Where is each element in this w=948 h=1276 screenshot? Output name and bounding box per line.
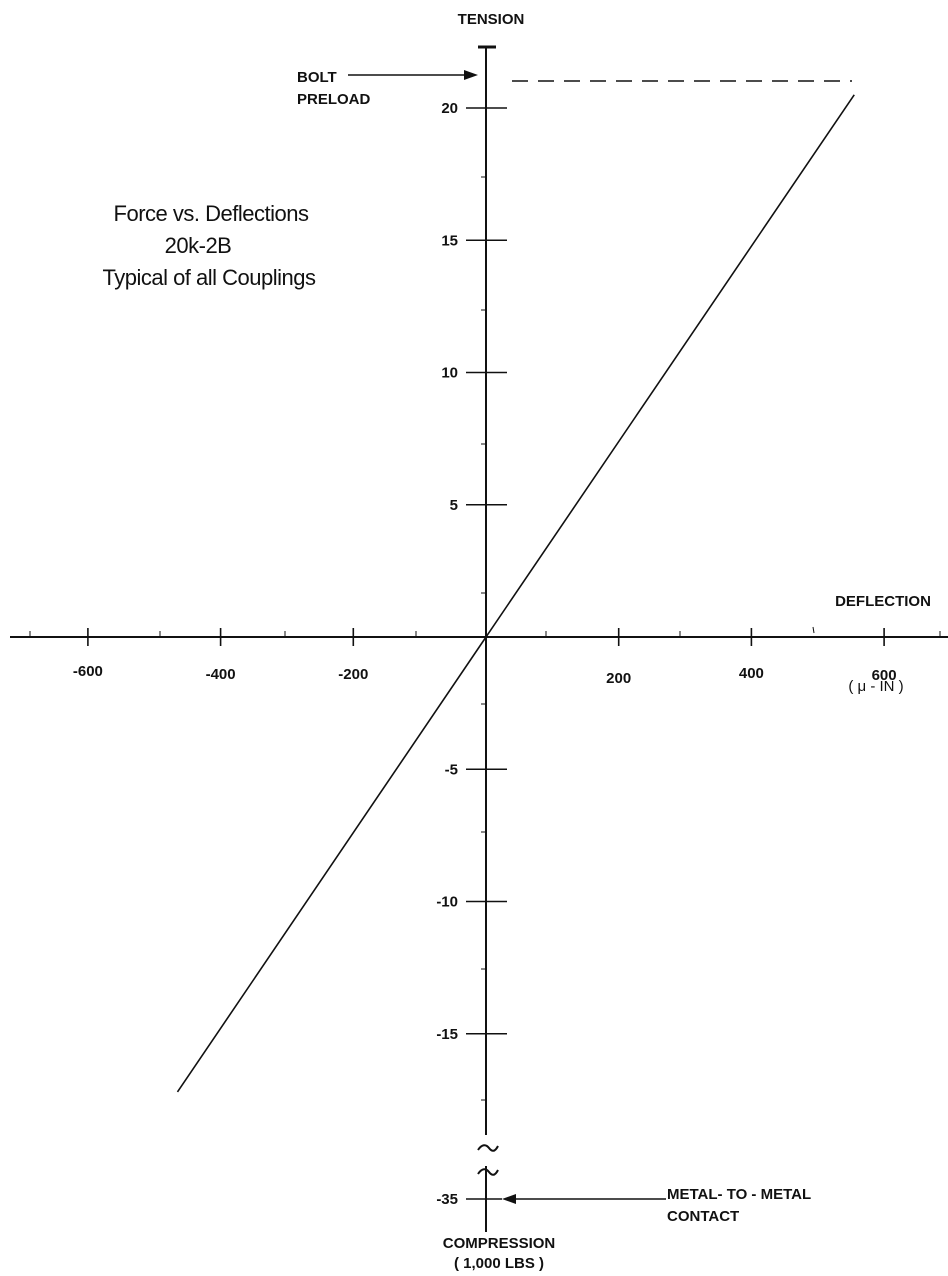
title-line-3: Typical of all Couplings	[102, 265, 316, 290]
y-tick-label: -5	[445, 761, 458, 778]
minor-ticks	[29, 176, 941, 1101]
x-tick-label: 400	[739, 665, 764, 682]
x-axis-unit: ( μ - IN )	[848, 678, 903, 695]
y-axis-bottom-unit: ( 1,000 LBS )	[454, 1255, 544, 1272]
y-axis-top-label: TENSION	[458, 11, 525, 28]
y-tick-label: -35	[436, 1191, 458, 1208]
x-tick-label: -400	[206, 666, 236, 683]
metal-contact-arrow	[502, 1194, 666, 1204]
x-tick-label: -200	[338, 666, 368, 683]
y-tick-label: -10	[436, 894, 458, 911]
y-axis-bottom-label: COMPRESSION	[443, 1235, 556, 1252]
preload-label: PRELOAD	[297, 91, 371, 108]
title-line-2: 20k-2B	[165, 233, 232, 258]
metal-contact-label: METAL- TO - METAL	[667, 1186, 811, 1203]
contact-label: CONTACT	[667, 1208, 739, 1225]
ticks: -600 -400 -200 200 400 600 20 15 10 5 -5 -10 -15 -35	[73, 100, 897, 1208]
title-line-1: Force vs. Deflections	[114, 201, 309, 226]
bolt-label: BOLT	[297, 69, 337, 86]
chart-title: Force vs. Deflections 20k-2B Typical of …	[102, 201, 316, 290]
y-tick-label: 5	[450, 497, 458, 514]
axis-break	[477, 1144, 499, 1176]
x-tick-label: -600	[73, 663, 103, 680]
x-tick-label: 600	[872, 667, 897, 684]
x-tick-label: 200	[606, 670, 631, 687]
x-axis-label: DEFLECTION	[835, 593, 931, 610]
series	[176, 94, 855, 1093]
y-tick-label: -15	[436, 1026, 458, 1043]
force-deflection-line	[176, 94, 855, 1093]
y-tick-label: 15	[441, 232, 458, 249]
y-tick-label: 20	[441, 100, 458, 117]
bolt-preload-arrow	[348, 70, 478, 80]
y-tick-label: 10	[441, 365, 458, 382]
